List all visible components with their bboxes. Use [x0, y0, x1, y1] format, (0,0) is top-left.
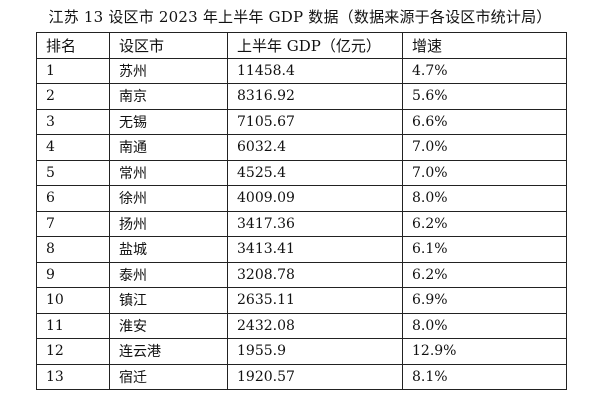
rank-cell: 9: [36, 261, 110, 288]
rank-cell: 4: [36, 134, 110, 161]
city-cell: 淮安: [109, 312, 228, 339]
table-row: 10 镇江 2635.11 6.9%: [36, 287, 567, 314]
rank-cell: 7: [36, 210, 110, 237]
gdp-cell: 3413.41: [227, 236, 403, 263]
city-cell: 苏州: [109, 57, 228, 84]
growth-cell: 7.0%: [402, 159, 567, 186]
table-row: 1 苏州 11458.4 4.7%: [36, 57, 567, 84]
growth-cell: 8.0%: [402, 312, 567, 339]
table-row: 4 南通 6032.4 7.0%: [36, 134, 567, 161]
growth-cell: 6.2%: [402, 261, 567, 288]
city-cell: 镇江: [109, 287, 228, 314]
rank-cell: 10: [36, 287, 110, 314]
city-cell: 无锡: [109, 108, 228, 135]
table-row: 3 无锡 7105.67 6.6%: [36, 108, 567, 135]
table-row: 8 盐城 3413.41 6.1%: [36, 236, 567, 263]
rank-cell: 2: [36, 83, 110, 110]
column-header-growth: 增速: [402, 32, 567, 59]
growth-cell: 5.6%: [402, 83, 567, 110]
gdp-cell: 2635.11: [227, 287, 403, 314]
rank-cell: 12: [36, 338, 110, 365]
gdp-cell: 4009.09: [227, 185, 403, 212]
city-cell: 连云港: [109, 338, 228, 365]
table-row: 2 南京 8316.92 5.6%: [36, 83, 567, 110]
growth-cell: 4.7%: [402, 57, 567, 84]
column-header-rank: 排名: [36, 32, 110, 59]
gdp-cell: 3417.36: [227, 210, 403, 237]
table-row: 5 常州 4525.4 7.0%: [36, 159, 567, 186]
growth-cell: 8.0%: [402, 185, 567, 212]
city-cell: 扬州: [109, 210, 228, 237]
gdp-cell: 4525.4: [227, 159, 403, 186]
gdp-cell: 1955.9: [227, 338, 403, 365]
growth-cell: 6.9%: [402, 287, 567, 314]
table-row: 9 泰州 3208.78 6.2%: [36, 261, 567, 288]
gdp-cell: 8316.92: [227, 83, 403, 110]
gdp-cell: 6032.4: [227, 134, 403, 161]
rank-cell: 3: [36, 108, 110, 135]
city-cell: 南通: [109, 134, 228, 161]
table-header-row: 排名 设区市 上半年 GDP（亿元） 增速: [36, 32, 567, 59]
gdp-cell: 7105.67: [227, 108, 403, 135]
rank-cell: 8: [36, 236, 110, 263]
document-title: 江苏 13 设区市 2023 年上半年 GDP 数据（数据来源于各设区市统计局）: [48, 8, 552, 26]
city-cell: 常州: [109, 159, 228, 186]
column-header-gdp: 上半年 GDP（亿元）: [227, 32, 403, 59]
column-header-city: 设区市: [109, 32, 228, 59]
gdp-cell: 11458.4: [227, 57, 403, 84]
growth-cell: 6.1%: [402, 236, 567, 263]
growth-cell: 8.1%: [402, 363, 567, 390]
city-cell: 泰州: [109, 261, 228, 288]
rank-cell: 11: [36, 312, 110, 339]
rank-cell: 5: [36, 159, 110, 186]
city-cell: 徐州: [109, 185, 228, 212]
table-row: 13 宿迁 1920.57 8.1%: [36, 363, 567, 390]
growth-cell: 6.2%: [402, 210, 567, 237]
city-cell: 宿迁: [109, 363, 228, 390]
gdp-cell: 3208.78: [227, 261, 403, 288]
rank-cell: 6: [36, 185, 110, 212]
gdp-cell: 1920.57: [227, 363, 403, 390]
table-row: 6 徐州 4009.09 8.0%: [36, 185, 567, 212]
gdp-cell: 2432.08: [227, 312, 403, 339]
table-row: 7 扬州 3417.36 6.2%: [36, 210, 567, 237]
growth-cell: 12.9%: [402, 338, 567, 365]
table-row: 12 连云港 1955.9 12.9%: [36, 338, 567, 365]
city-cell: 南京: [109, 83, 228, 110]
growth-cell: 7.0%: [402, 134, 567, 161]
table-row: 11 淮安 2432.08 8.0%: [36, 312, 567, 339]
rank-cell: 1: [36, 57, 110, 84]
growth-cell: 6.6%: [402, 108, 567, 135]
city-cell: 盐城: [109, 236, 228, 263]
rank-cell: 13: [36, 363, 110, 390]
gdp-table: 排名 设区市 上半年 GDP（亿元） 增速 1 苏州 11458.4 4.7% …: [36, 32, 567, 390]
